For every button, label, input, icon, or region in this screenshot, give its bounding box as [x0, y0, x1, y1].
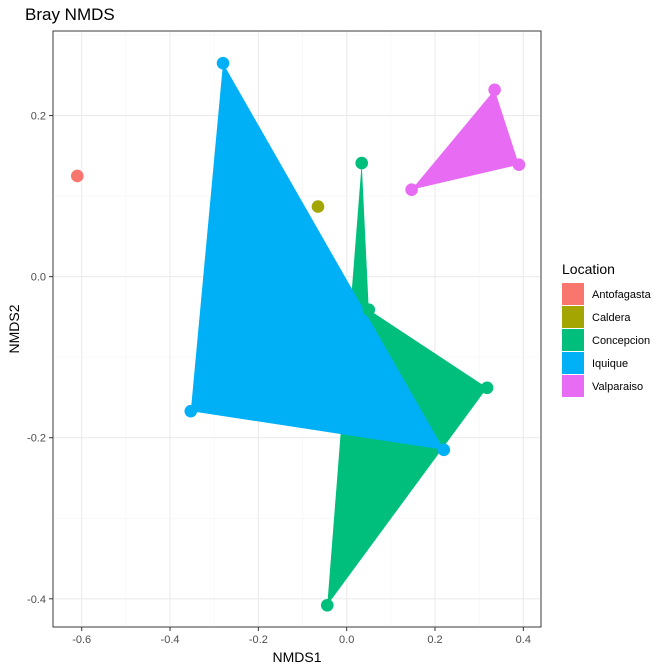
point-concepcion	[320, 598, 334, 612]
y-tick-label: 0.2	[31, 111, 46, 123]
legend-label-valparaiso: Valparaiso	[592, 381, 643, 393]
y-axis-title: NMDS2	[6, 304, 22, 353]
x-axis: -0.6 -0.4 -0.2 0.0 0.2 0.4	[72, 627, 531, 646]
x-tick-label: -0.6	[72, 634, 91, 646]
legend-key-iquique	[562, 352, 584, 374]
point-valparaiso	[405, 183, 418, 196]
point-antofagasta	[70, 169, 84, 183]
x-tick-label: 0.0	[339, 634, 354, 646]
hull-concepcion	[327, 163, 488, 606]
point-concepcion	[362, 303, 376, 316]
hull-iquique	[190, 63, 444, 450]
plot-panel	[52, 30, 542, 628]
legend-label-concepcion: Concepcion	[592, 335, 650, 347]
plot-title: Bray NMDS	[25, 5, 115, 24]
x-tick-label: 0.2	[427, 634, 442, 646]
point-concepcion	[480, 381, 494, 395]
x-axis-title: NMDS1	[272, 649, 321, 665]
point-caldera	[311, 200, 325, 213]
point-valparaiso	[488, 83, 501, 97]
y-tick-label: -0.4	[27, 594, 46, 606]
legend-title: Location	[562, 261, 615, 277]
point-concepcion	[355, 156, 368, 170]
y-tick-label: -0.2	[27, 433, 46, 445]
legend-key-concepcion	[562, 329, 584, 351]
legend: Location Antofagasta Caldera Concepcion Iqu…	[562, 261, 652, 397]
point-iquique	[216, 56, 230, 70]
hull-polygons	[190, 63, 519, 606]
y-tick-label: 0.0	[31, 272, 46, 284]
legend-key-caldera	[562, 306, 584, 328]
y-axis: -0.4 -0.2 0.0 0.2	[27, 111, 53, 606]
legend-label-caldera: Caldera	[592, 312, 631, 324]
legend-items: Antofagasta Caldera Concepcion Iquique Valpa…	[562, 283, 652, 397]
x-tick-label: -0.2	[249, 634, 268, 646]
point-iquique	[184, 404, 198, 418]
point-iquique	[437, 443, 451, 457]
legend-key-valparaiso	[562, 375, 584, 397]
x-tick-label: -0.4	[161, 634, 180, 646]
legend-label-iquique: Iquique	[592, 358, 628, 370]
panel-border	[52, 30, 542, 628]
point-iquique	[275, 373, 288, 387]
point-valparaiso	[512, 158, 526, 171]
legend-key-antofagasta	[562, 283, 584, 305]
hull-valparaiso	[411, 89, 519, 190]
data-points	[70, 56, 526, 612]
x-tick-label: 0.4	[516, 634, 531, 646]
legend-label-antofagasta: Antofagasta	[592, 289, 652, 301]
